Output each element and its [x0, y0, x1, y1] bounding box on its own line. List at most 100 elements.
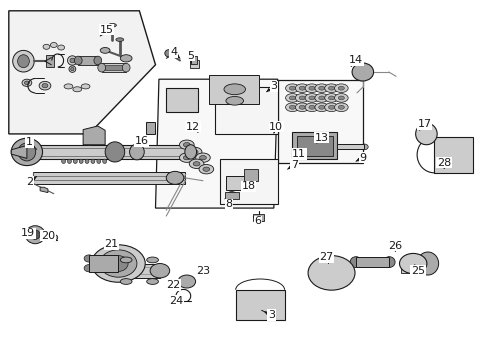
Bar	[196, 267, 208, 274]
Ellipse shape	[308, 86, 314, 90]
Ellipse shape	[285, 84, 299, 93]
Ellipse shape	[238, 186, 243, 189]
Ellipse shape	[177, 96, 186, 104]
Ellipse shape	[85, 159, 89, 163]
Text: 21: 21	[104, 239, 118, 249]
Text: 13: 13	[314, 132, 328, 143]
Ellipse shape	[25, 226, 45, 244]
Bar	[89, 255, 118, 272]
Ellipse shape	[120, 279, 132, 284]
Bar	[29, 145, 190, 159]
Ellipse shape	[226, 192, 236, 199]
Text: 6: 6	[254, 216, 261, 226]
Polygon shape	[11, 145, 27, 158]
Ellipse shape	[356, 67, 368, 77]
Ellipse shape	[328, 96, 334, 100]
Ellipse shape	[179, 153, 194, 162]
Ellipse shape	[195, 153, 210, 162]
Ellipse shape	[113, 265, 123, 272]
Ellipse shape	[97, 159, 101, 163]
Bar	[296, 146, 301, 154]
Bar	[146, 124, 153, 132]
Ellipse shape	[94, 56, 102, 65]
Ellipse shape	[164, 50, 172, 57]
Bar	[105, 65, 122, 70]
Bar	[328, 146, 333, 154]
Text: 8: 8	[225, 199, 232, 210]
Ellipse shape	[116, 38, 123, 41]
Bar	[227, 177, 244, 189]
Ellipse shape	[295, 94, 308, 102]
Ellipse shape	[61, 159, 65, 163]
Bar	[304, 146, 308, 154]
Ellipse shape	[11, 138, 42, 166]
Ellipse shape	[67, 159, 71, 163]
Ellipse shape	[23, 145, 35, 159]
Text: 2: 2	[26, 177, 33, 187]
Ellipse shape	[108, 23, 116, 27]
Ellipse shape	[314, 84, 328, 93]
Ellipse shape	[285, 103, 299, 112]
Text: 12: 12	[186, 122, 200, 132]
Ellipse shape	[245, 171, 255, 179]
Ellipse shape	[30, 230, 40, 239]
Ellipse shape	[50, 42, 57, 48]
Polygon shape	[277, 80, 362, 163]
Polygon shape	[40, 187, 48, 193]
Bar	[357, 258, 386, 266]
Ellipse shape	[399, 253, 426, 274]
Bar	[337, 144, 364, 149]
Text: 16: 16	[135, 136, 148, 146]
Text: 4: 4	[170, 47, 177, 57]
Ellipse shape	[150, 264, 169, 278]
Ellipse shape	[166, 171, 183, 184]
Ellipse shape	[349, 257, 361, 267]
Bar	[171, 94, 193, 97]
Ellipse shape	[73, 87, 81, 92]
Ellipse shape	[324, 94, 338, 102]
Ellipse shape	[184, 145, 196, 159]
Ellipse shape	[13, 50, 34, 72]
Ellipse shape	[183, 279, 190, 284]
Ellipse shape	[120, 55, 132, 62]
Polygon shape	[433, 137, 472, 173]
Text: 25: 25	[410, 266, 424, 276]
Bar	[102, 63, 126, 72]
Ellipse shape	[172, 91, 191, 109]
Ellipse shape	[225, 96, 243, 105]
Bar	[292, 132, 337, 159]
Ellipse shape	[84, 255, 94, 262]
Text: 3: 3	[270, 81, 277, 91]
Ellipse shape	[308, 105, 314, 109]
Ellipse shape	[183, 156, 190, 160]
Ellipse shape	[91, 245, 145, 282]
Bar	[78, 56, 98, 65]
Bar	[189, 60, 198, 68]
Ellipse shape	[334, 103, 347, 112]
Ellipse shape	[360, 144, 367, 150]
Ellipse shape	[307, 256, 354, 290]
Ellipse shape	[69, 66, 76, 72]
Ellipse shape	[102, 159, 106, 163]
Ellipse shape	[321, 264, 341, 282]
Ellipse shape	[79, 159, 83, 163]
Bar	[118, 264, 160, 278]
Ellipse shape	[129, 144, 144, 160]
Ellipse shape	[199, 165, 213, 174]
Ellipse shape	[178, 275, 195, 288]
Polygon shape	[253, 214, 264, 221]
Ellipse shape	[58, 45, 64, 50]
Ellipse shape	[289, 96, 295, 100]
Bar	[312, 146, 317, 154]
Text: 14: 14	[348, 55, 362, 66]
Ellipse shape	[324, 84, 338, 93]
Text: 17: 17	[417, 119, 430, 129]
Ellipse shape	[52, 235, 58, 240]
Ellipse shape	[108, 256, 128, 271]
Text: 11: 11	[292, 149, 305, 159]
Ellipse shape	[247, 295, 272, 313]
Ellipse shape	[199, 156, 206, 160]
Ellipse shape	[81, 84, 90, 89]
Text: 18: 18	[241, 181, 255, 192]
Ellipse shape	[224, 84, 245, 95]
